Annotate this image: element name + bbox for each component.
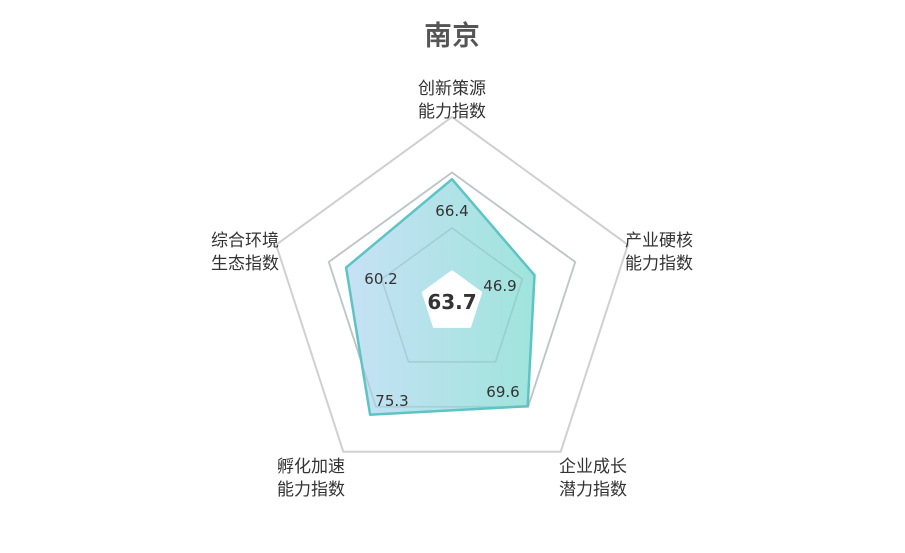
grid-ring-overlay-1 xyxy=(380,227,524,363)
data-label-4: 75.3 xyxy=(375,392,408,410)
chart-title: 南京 xyxy=(424,21,481,52)
axis-label-line1: 孵化加速 xyxy=(277,457,345,477)
data-label-1: 66.4 xyxy=(435,202,468,220)
center-pentagon xyxy=(421,270,483,328)
axis-label-line1: 创新策源 xyxy=(418,79,486,99)
grid-ring-overlay-2 xyxy=(328,171,576,408)
axis-label-5: 综合环境生态指数 xyxy=(211,231,279,274)
data-label-2: 46.9 xyxy=(483,277,516,295)
data-label-5: 60.2 xyxy=(364,270,397,288)
axis-label-1: 创新策源能力指数 xyxy=(418,79,486,122)
axis-label-line1: 综合环境 xyxy=(211,231,279,251)
center-badge: 63.7 xyxy=(421,270,483,328)
axis-label-line2: 能力指数 xyxy=(277,480,345,500)
axis-label-line2: 能力指数 xyxy=(625,254,693,274)
axis-label-line2: 能力指数 xyxy=(418,102,486,122)
grid-ring-3 xyxy=(274,115,630,453)
axis-label-line2: 潜力指数 xyxy=(559,480,627,500)
axis-label-4: 孵化加速能力指数 xyxy=(277,457,345,500)
axis-label-2: 产业硬核能力指数 xyxy=(625,231,693,274)
data-label-3: 69.6 xyxy=(486,383,519,401)
axis-label-line1: 企业成长 xyxy=(559,457,627,477)
axis-label-line1: 产业硬核 xyxy=(625,231,693,251)
center-value: 63.7 xyxy=(427,290,476,314)
radar-labels: 创新策源能力指数66.4产业硬核能力指数46.9企业成长潜力指数69.6孵化加速… xyxy=(211,79,693,500)
axis-label-3: 企业成长潜力指数 xyxy=(559,457,627,500)
axis-label-line2: 生态指数 xyxy=(211,254,279,274)
